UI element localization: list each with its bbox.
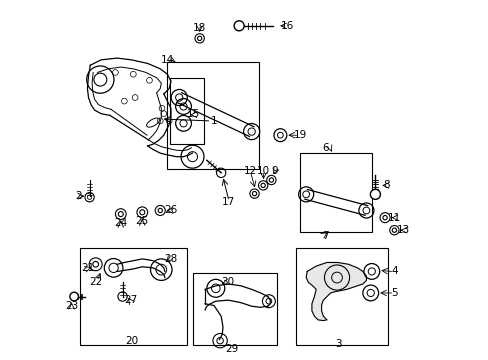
Text: 25: 25 (135, 216, 149, 226)
Text: 8: 8 (382, 180, 388, 190)
Text: 6: 6 (322, 143, 328, 153)
Bar (80, 248, 187, 345)
Text: 19: 19 (293, 130, 306, 140)
Bar (170, 78, 204, 144)
Text: 21: 21 (81, 263, 94, 273)
Text: 10: 10 (256, 166, 269, 176)
Bar (300, 153, 371, 232)
Polygon shape (305, 262, 366, 320)
Text: 12: 12 (243, 166, 256, 176)
Circle shape (369, 189, 380, 199)
Bar (167, 62, 258, 169)
Text: 11: 11 (387, 213, 400, 222)
Circle shape (70, 292, 78, 301)
Text: 24: 24 (114, 218, 127, 228)
Text: 9: 9 (271, 166, 278, 176)
Text: 18: 18 (193, 23, 206, 33)
Text: 13: 13 (396, 225, 409, 235)
Text: 17: 17 (221, 197, 235, 207)
Text: 5: 5 (390, 288, 397, 298)
Bar (296, 248, 387, 345)
Text: 2: 2 (75, 191, 82, 201)
Bar (192, 273, 276, 345)
Text: 27: 27 (123, 295, 137, 305)
Text: 26: 26 (164, 206, 177, 216)
Text: 20: 20 (125, 336, 138, 346)
Text: 30: 30 (220, 277, 233, 287)
Text: 7: 7 (321, 231, 328, 240)
Circle shape (234, 21, 244, 31)
Text: 1: 1 (210, 116, 217, 126)
Text: 28: 28 (164, 254, 177, 264)
Text: 29: 29 (225, 344, 238, 354)
Text: 3: 3 (334, 339, 341, 349)
Text: 22: 22 (89, 277, 102, 287)
Text: 23: 23 (65, 301, 78, 311)
Text: 4: 4 (390, 266, 397, 276)
Text: 16: 16 (280, 21, 294, 31)
Text: 14: 14 (161, 55, 174, 65)
Text: 15: 15 (186, 109, 200, 119)
